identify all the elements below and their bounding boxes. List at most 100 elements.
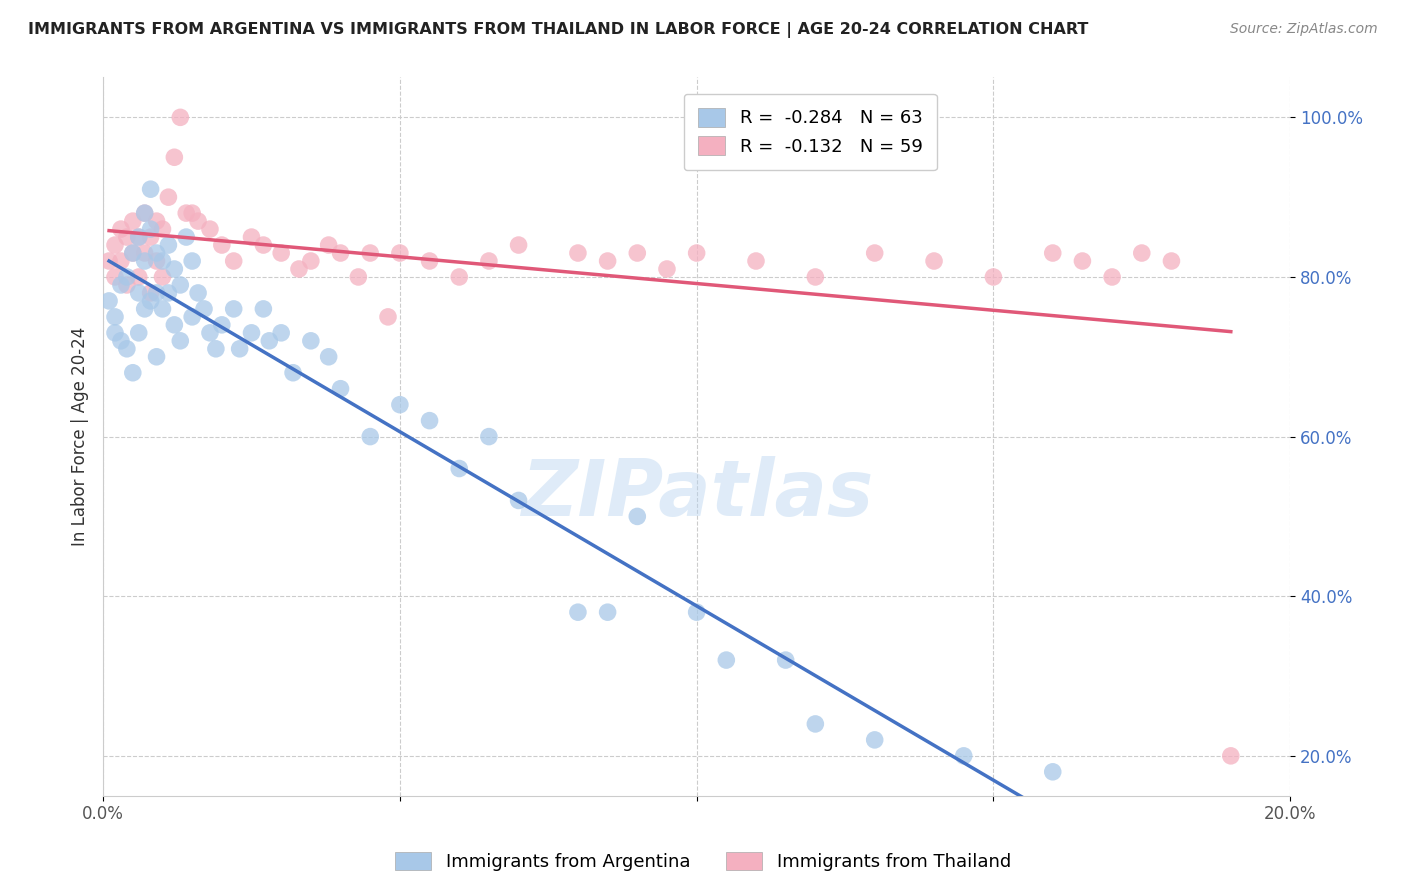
Point (567, 246, 589, 260)
Point (359, 429, 381, 443)
Point (115, 277, 138, 292)
Point (863, 246, 886, 260)
Point (198, 222, 221, 236)
Text: ZIPatlas: ZIPatlas (520, 456, 873, 532)
Point (169, 111, 191, 125)
Point (419, 414, 441, 428)
Point (139, 285, 162, 300)
Point (145, 285, 167, 300)
Point (128, 285, 150, 300)
Point (952, 748, 974, 763)
Point (804, 270, 827, 285)
Point (596, 605, 619, 619)
Point (115, 230, 138, 244)
Point (567, 605, 589, 619)
Point (222, 301, 245, 316)
Point (98, 293, 121, 308)
Point (181, 254, 204, 268)
Point (596, 254, 619, 268)
Point (259, 334, 281, 348)
Point (377, 310, 399, 324)
Point (240, 230, 263, 244)
Point (163, 150, 186, 164)
Point (152, 222, 174, 236)
Point (104, 310, 127, 324)
Point (134, 301, 156, 316)
Point (157, 190, 180, 204)
Point (626, 246, 648, 260)
Point (1130, 246, 1153, 260)
Point (228, 342, 250, 356)
Point (139, 230, 162, 244)
Point (922, 254, 945, 268)
Point (252, 301, 274, 316)
Point (508, 238, 530, 252)
Point (104, 238, 127, 252)
Point (121, 246, 143, 260)
Point (121, 214, 143, 228)
Point (134, 254, 156, 268)
Point (115, 342, 138, 356)
Text: IMMIGRANTS FROM ARGENTINA VS IMMIGRANTS FROM THAILAND IN LABOR FORCE | AGE 20-24: IMMIGRANTS FROM ARGENTINA VS IMMIGRANTS … (28, 22, 1088, 38)
Point (347, 270, 370, 285)
Point (359, 246, 381, 260)
Point (1219, 748, 1241, 763)
Point (318, 238, 340, 252)
Y-axis label: In Labor Force | Age 20-24: In Labor Force | Age 20-24 (72, 327, 89, 546)
Point (329, 382, 352, 396)
Point (863, 732, 886, 747)
Point (1042, 246, 1064, 260)
Point (174, 230, 197, 244)
Point (198, 326, 221, 340)
Point (222, 254, 245, 268)
Point (449, 461, 471, 475)
Point (1160, 254, 1182, 268)
Point (685, 246, 707, 260)
Point (318, 350, 340, 364)
Point (152, 301, 174, 316)
Legend: R =  -0.284   N = 63, R =  -0.132   N = 59: R = -0.284 N = 63, R = -0.132 N = 59 (683, 94, 936, 170)
Point (288, 262, 311, 277)
Point (121, 246, 143, 260)
Point (157, 238, 180, 252)
Point (270, 326, 292, 340)
Point (983, 270, 1005, 285)
Point (174, 206, 197, 220)
Point (152, 254, 174, 268)
Point (716, 653, 738, 667)
Point (134, 246, 156, 260)
Point (478, 254, 501, 268)
Point (139, 293, 162, 308)
Point (775, 653, 797, 667)
Point (205, 342, 228, 356)
Point (329, 246, 352, 260)
Point (1042, 764, 1064, 779)
Text: Source: ZipAtlas.com: Source: ZipAtlas.com (1230, 22, 1378, 37)
Point (1071, 254, 1094, 268)
Point (169, 334, 191, 348)
Point (98, 254, 121, 268)
Point (121, 366, 143, 380)
Point (299, 254, 322, 268)
Point (281, 366, 304, 380)
Point (449, 270, 471, 285)
Point (128, 326, 150, 340)
Point (655, 262, 678, 277)
Point (134, 206, 156, 220)
Point (110, 277, 132, 292)
Point (745, 254, 768, 268)
Point (181, 206, 204, 220)
Point (804, 717, 827, 731)
Point (187, 285, 209, 300)
Point (299, 334, 322, 348)
Legend: Immigrants from Argentina, Immigrants from Thailand: Immigrants from Argentina, Immigrants fr… (388, 845, 1018, 879)
Point (110, 222, 132, 236)
Point (169, 277, 191, 292)
Point (626, 509, 648, 524)
Point (508, 493, 530, 508)
Point (478, 429, 501, 443)
Point (388, 246, 411, 260)
Point (211, 238, 233, 252)
Point (270, 246, 292, 260)
Point (145, 214, 167, 228)
